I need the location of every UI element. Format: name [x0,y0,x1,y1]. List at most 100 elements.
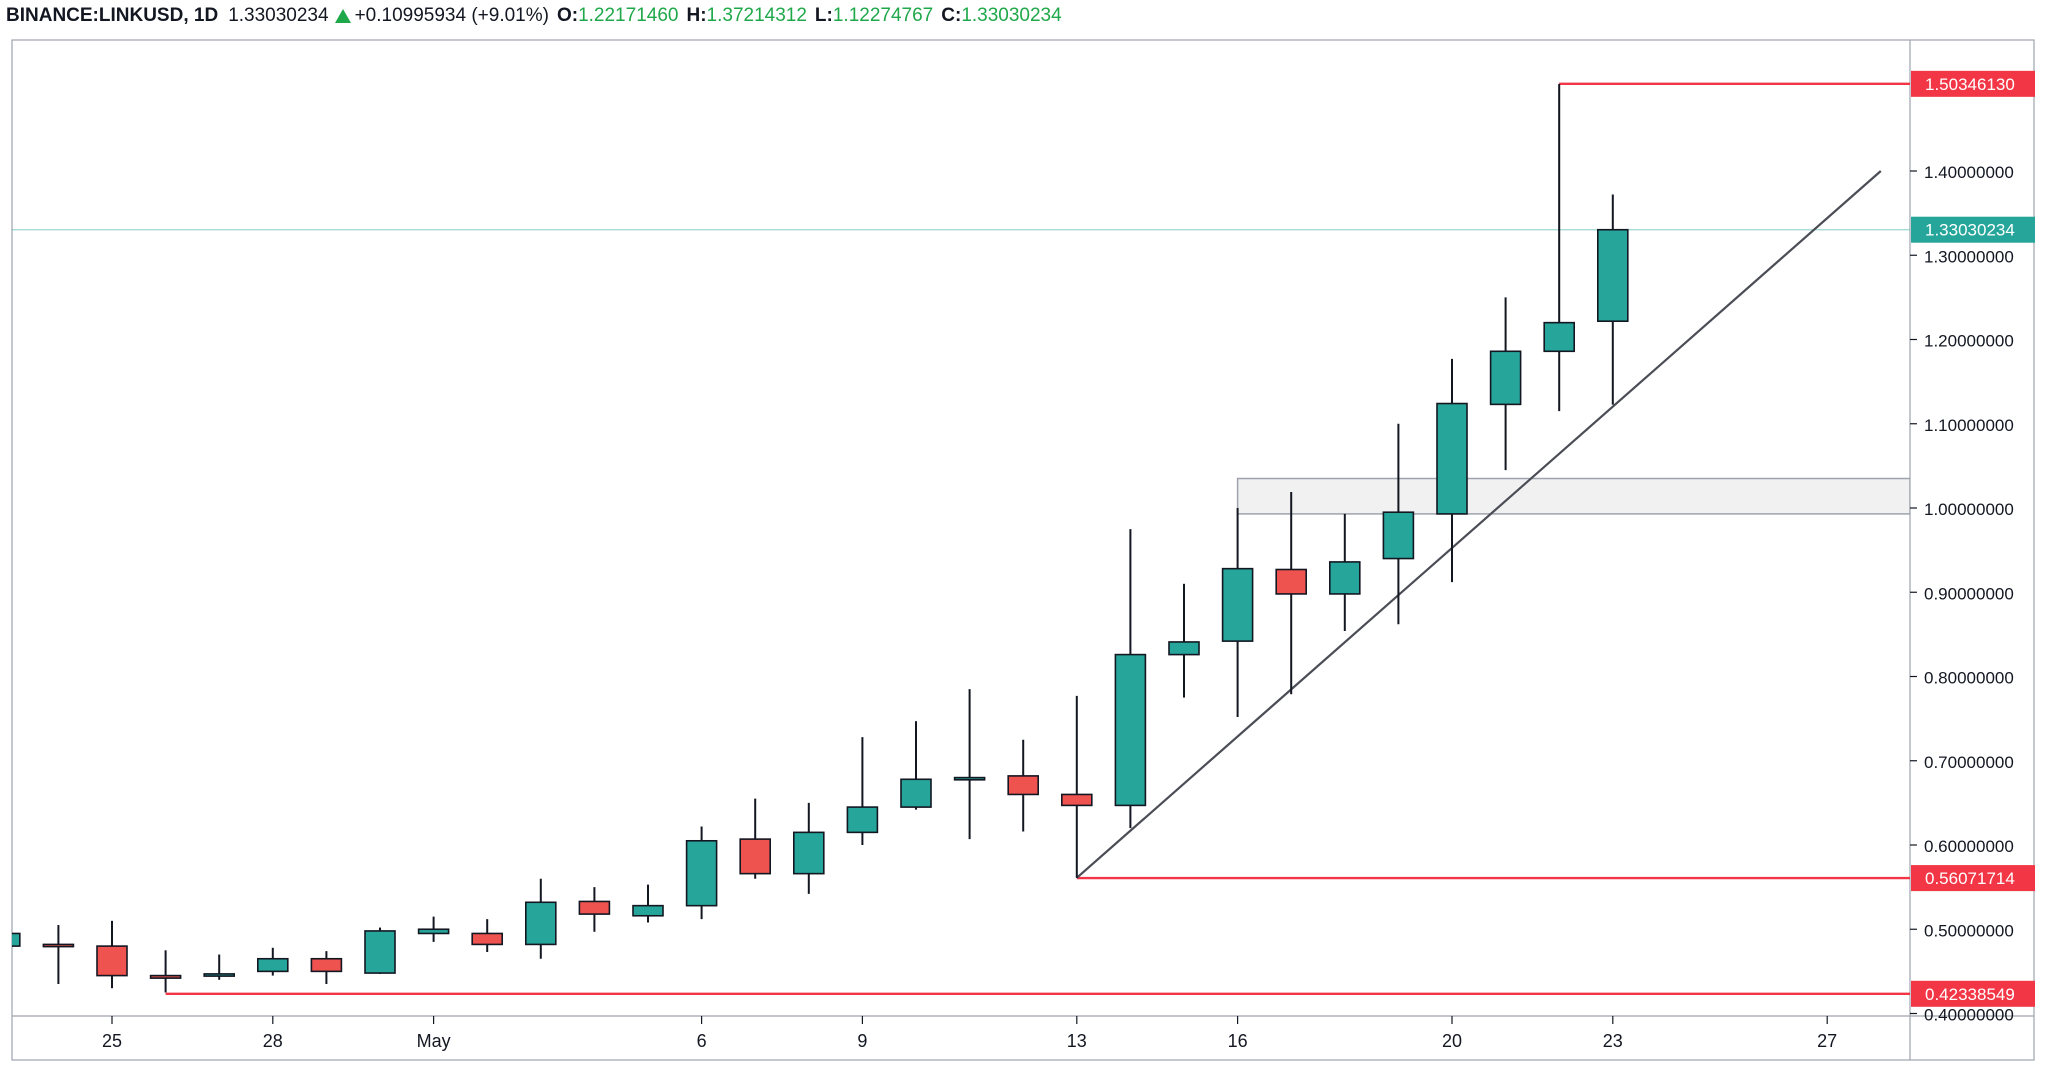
candle [471,919,504,952]
open-value: 1.22171460 [578,5,679,26]
candle [524,878,557,959]
candle [792,802,825,894]
trendline [1076,170,1882,879]
candle [12,932,21,947]
candle-body-up [792,831,825,875]
candle-body-up [1221,567,1254,642]
candle-body-down [42,943,75,948]
low-value: 1.12274767 [832,5,934,26]
candle [1436,358,1468,583]
candle-body-up [632,904,664,917]
candle-body-up [953,776,986,781]
candle-body-down [578,900,611,915]
y-tick-label: 0.40000000 [1924,1006,2014,1025]
last-price: 1.33030234 [228,5,329,26]
candle [364,927,396,974]
candle-body-down [1061,793,1093,807]
x-tick-label: 13 [1067,1031,1087,1051]
candle [846,737,879,845]
candle-body-up [203,973,235,977]
candle [900,721,932,810]
candle-body-up [1543,321,1575,353]
candle-body-down [149,974,182,979]
x-tick-label: 9 [857,1031,867,1051]
candle [953,689,986,840]
last-price-badge-bg [1911,216,2035,243]
candle [1114,529,1147,829]
candle-body-up [1597,228,1629,323]
candle [42,925,75,985]
candle-body-up [1382,511,1415,560]
symbol-label[interactable]: BINANCE:LINKUSD, 1D [6,5,219,26]
plot-area [12,82,1910,995]
candle-body-down [739,838,772,875]
level-badge-bg [1911,70,2035,97]
candle-body-down [471,932,504,946]
y-tick-label: 1.10000000 [1924,416,2014,435]
level-badge: 0.42338549 [1925,985,2015,1004]
candle [632,884,664,923]
candle [685,826,718,920]
candle-body-down [1007,775,1040,796]
candle-body-down [1275,568,1307,595]
high-value: 1.37214312 [706,5,807,26]
close-label: C: [941,5,962,26]
candle [203,954,235,980]
y-tick-label: 1.20000000 [1924,332,2014,351]
candle [1061,695,1093,878]
candle-body-down [96,945,128,977]
y-tick-label: 1.30000000 [1924,247,2014,266]
x-tick-label: 6 [697,1031,707,1051]
candle [1007,739,1040,832]
candle [1489,297,1522,471]
candle-body-up [1114,653,1147,807]
x-tick-label: 25 [102,1031,122,1051]
candle-body-up [256,957,289,973]
level-badge: 1.50346130 [1925,75,2015,94]
level-badge-bg [1911,865,2035,892]
y-tick-label: 1.40000000 [1924,163,2014,182]
candle-body-up [900,778,932,808]
candle-body-up [1329,561,1361,595]
open-label: O: [556,5,579,26]
y-tick-label: 0.70000000 [1924,753,2014,772]
close-value: 1.33030234 [961,5,1062,26]
high-label: H: [686,5,707,26]
candle [417,916,450,942]
candle [1382,423,1415,625]
resistance-zone [1236,477,1910,515]
candle-body-up [685,839,718,907]
y-tick-label: 0.80000000 [1924,669,2014,688]
x-tick-label: 27 [1817,1031,1837,1051]
up-arrow-icon [334,9,351,23]
candle [149,950,182,993]
x-tick-label: 16 [1228,1031,1248,1051]
y-tick-label: 0.90000000 [1924,584,2014,603]
candle [1543,84,1575,412]
candle-body-up [1489,350,1522,406]
y-tick-label: 1.00000000 [1924,500,2014,519]
candle [1168,583,1200,698]
candle-body-up [846,806,879,834]
chart-legend-header: BINANCE:LINKUSD, 1D 1.33030234 +0.109959… [6,2,1062,30]
x-tick-label: 23 [1603,1031,1623,1051]
candle [739,798,772,879]
last-price-badge: 1.33030234 [1925,221,2015,240]
chart-frame [11,39,2035,1061]
x-tick-label: 20 [1442,1031,1462,1051]
candle [1221,508,1254,717]
candle-body-up [524,901,557,946]
candle-body-down [310,957,343,973]
y-tick-label: 0.50000000 [1924,921,2014,940]
y-tick-label: 0.60000000 [1924,837,2014,856]
candle [1597,194,1629,405]
price-change: +0.10995934 (+9.01%) [354,5,549,26]
candle-body-up [1168,641,1200,656]
candle [96,920,128,989]
x-tick-label: 28 [263,1031,283,1051]
candle-body-up [417,928,450,935]
x-tick-label: May [417,1031,451,1051]
candle [1329,513,1361,632]
candle [256,947,289,976]
